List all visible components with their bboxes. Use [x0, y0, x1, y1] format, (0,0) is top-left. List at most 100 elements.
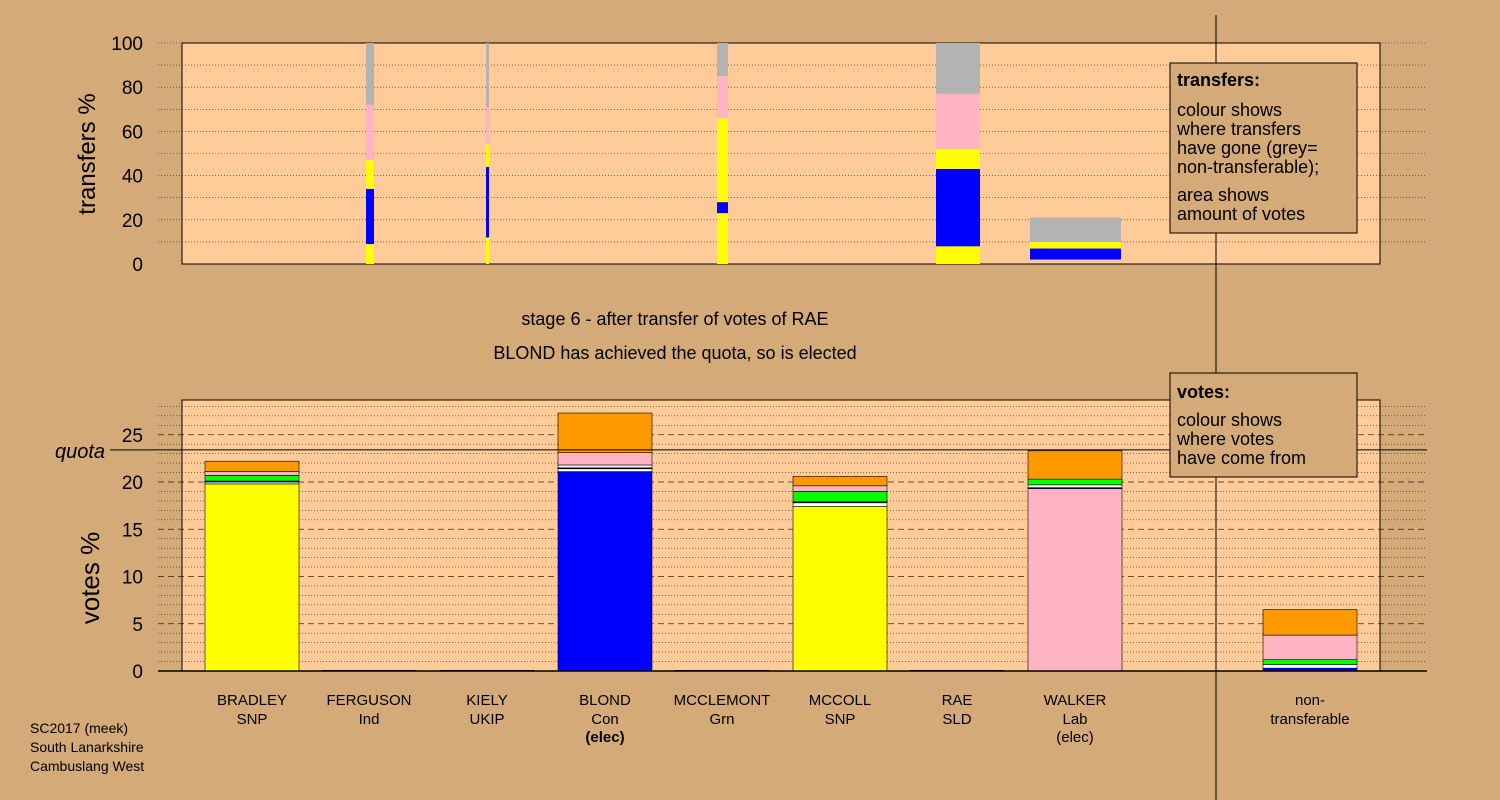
candidate-party-label: SLD: [942, 711, 971, 728]
footer-line: SC2017 (meek): [30, 720, 128, 736]
candidate-elected-label: (elec): [1056, 729, 1094, 746]
transfers-legend: transfers: colour shows where transfers …: [1169, 62, 1358, 234]
transfers-y-axis-label: transfers %: [74, 93, 101, 214]
transfers-bar-segment: [717, 118, 728, 203]
votes-bars: [204, 412, 1358, 672]
transfers-legend-line: where transfers: [1176, 119, 1301, 139]
votes-bar-segment: [1027, 450, 1123, 480]
candidate-elected-label: (elec): [585, 729, 624, 746]
candidate-name-label: MCCOLL: [809, 692, 872, 709]
votes-bar-segment: [792, 485, 888, 492]
transfers-bar-segment: [717, 202, 728, 214]
transfers-y-tick-label: 60: [122, 122, 143, 143]
candidate-name-label: MCCLEMONT: [674, 692, 771, 709]
candidate-party-label: Lab: [1062, 711, 1087, 728]
transfers-bar-segment: [486, 237, 489, 264]
votes-gridlines: [158, 406, 1427, 662]
transfers-y-tick-label: 0: [132, 255, 143, 276]
transfers-bar-segment: [936, 246, 980, 264]
votes-bar-segment: [204, 471, 300, 476]
candidate-name-label: non-: [1295, 692, 1325, 709]
transfers-bar-segment: [366, 244, 374, 264]
votes-y-tick-label: 5: [132, 615, 143, 636]
votes-legend: votes: colour shows where votes have com…: [1169, 372, 1358, 478]
transfers-legend-title: transfers:: [1177, 70, 1260, 90]
votes-bar-segment: [1027, 478, 1123, 486]
candidate-party-label: UKIP: [469, 711, 504, 728]
transfers-bar-segment: [486, 144, 489, 167]
votes-bar-segment: [557, 468, 653, 472]
transfers-bar-segment: [366, 43, 374, 105]
candidate-name-label: FERGUSON: [326, 692, 411, 709]
votes-bar-segment: [557, 464, 653, 469]
transfers-bar-segment: [1030, 241, 1121, 249]
transfers-bar-segment: [1030, 217, 1121, 242]
votes-bar-segment: [204, 460, 300, 472]
votes-y-tick-label: 15: [122, 520, 143, 541]
transfers-legend-line: amount of votes: [1177, 204, 1305, 224]
votes-bar-segment: [1262, 634, 1358, 660]
candidate-party-label: transferable: [1270, 711, 1349, 728]
votes-bar-segment: [557, 452, 653, 466]
transfers-bar-segment: [717, 43, 728, 77]
votes-legend-line: have come from: [1177, 448, 1306, 468]
transfers-bar-segment: [1030, 248, 1121, 260]
transfers-bar-segment: [936, 149, 980, 169]
transfers-bar-segment: [366, 104, 374, 161]
votes-y-ticks: 0 5 10 15 20 25: [122, 426, 143, 683]
votes-bar-segment: [1027, 488, 1123, 672]
transfers-bar-segment: [486, 166, 489, 238]
candidate-party-label: SNP: [825, 711, 856, 728]
votes-bar-segment: [1027, 484, 1123, 488]
transfers-bar-segment: [486, 43, 489, 108]
transfers-legend-line: have gone (grey=: [1177, 138, 1318, 158]
votes-bar-segment: [792, 491, 888, 503]
quota-label: quota: [55, 441, 105, 463]
votes-bar-segment: [557, 471, 653, 672]
transfers-legend-line: colour shows: [1177, 100, 1282, 120]
transfers-legend-line: non-transferable);: [1177, 157, 1319, 177]
transfers-bar-segment: [936, 93, 980, 150]
transfers-y-ticks: 0 20 40 60 80 100: [111, 34, 143, 276]
votes-bar-segment: [557, 412, 653, 454]
votes-y-tick-label: 20: [122, 473, 143, 494]
votes-legend-line: where votes: [1176, 429, 1274, 449]
votes-bar-segment: [1262, 664, 1358, 669]
votes-y-tick-label: 10: [122, 568, 143, 589]
transfers-y-tick-label: 80: [122, 78, 143, 99]
candidate-party-label: Grn: [709, 711, 734, 728]
transfers-bar-segment: [936, 168, 980, 247]
transfers-bar-segment: [717, 76, 728, 119]
votes-bar-segment: [1262, 659, 1358, 665]
votes-y-tick-label: 0: [132, 662, 143, 683]
candidate-name-label: BLOND: [579, 692, 631, 709]
transfers-legend-line: area shows: [1177, 185, 1269, 205]
votes-category-labels: BRADLEYSNPFERGUSONIndKIELYUKIPBLONDCon(e…: [217, 692, 1350, 746]
transfers-y-tick-label: 40: [122, 167, 143, 188]
stage-subtitle: BLOND has achieved the quota, so is elec…: [493, 343, 856, 363]
transfers-y-tick-label: 100: [111, 34, 143, 55]
candidate-name-label: BRADLEY: [217, 692, 287, 709]
candidate-name-label: WALKER: [1044, 692, 1107, 709]
transfers-bar-segment: [717, 213, 728, 264]
transfers-bar-segment: [366, 188, 374, 245]
candidate-party-label: Ind: [359, 711, 380, 728]
transfers-bars: [366, 43, 1121, 264]
votes-legend-title: votes:: [1177, 382, 1230, 402]
votes-bar-segment: [204, 483, 300, 672]
votes-bar-segment: [792, 476, 888, 487]
candidate-name-label: KIELY: [466, 692, 507, 709]
votes-y-axis-label: votes %: [75, 532, 105, 625]
transfers-y-tick-label: 20: [122, 211, 143, 232]
transfers-bar-segment: [366, 160, 374, 189]
candidate-party-label: Con: [591, 711, 619, 728]
footer-line: South Lanarkshire: [30, 739, 144, 755]
candidate-party-label: SNP: [237, 711, 268, 728]
transfers-bar-segment: [486, 107, 489, 145]
stage-title: stage 6 - after transfer of votes of RAE: [521, 309, 828, 329]
votes-legend-line: colour shows: [1177, 410, 1282, 430]
votes-bar-segment: [204, 475, 300, 482]
votes-y-tick-label: 25: [122, 426, 143, 447]
